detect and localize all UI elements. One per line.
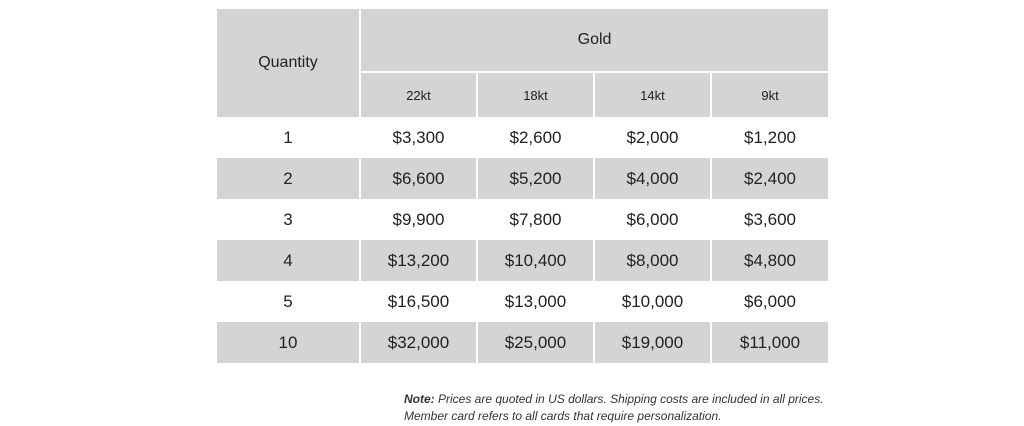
table-row: 2 $6,600 $5,200 $4,000 $2,400 [217,158,829,199]
price-cell-14kt: $4,000 [593,158,711,199]
price-cell-22kt: $16,500 [359,281,477,322]
table-body: 1 $3,300 $2,600 $2,000 $1,200 2 $6,600 $… [217,117,829,363]
price-cell-9kt: $6,000 [709,281,829,322]
table-row: 10 $32,000 $25,000 $19,000 $11,000 [217,322,829,363]
price-cell-9kt: $2,400 [709,158,829,199]
price-cell-14kt: $19,000 [593,322,711,363]
price-cell-14kt: $10,000 [593,281,711,322]
header-row-karats: 22kt 18kt 14kt 9kt [217,72,829,117]
price-cell-22kt: $32,000 [359,322,477,363]
table-row: 5 $16,500 $13,000 $10,000 $6,000 [217,281,829,322]
price-cell-14kt: $2,000 [593,117,711,158]
footnote-line-2: Member card refers to all cards that req… [404,409,722,423]
price-cell-9kt: $3,600 [709,199,829,240]
price-cell-14kt: $8,000 [593,240,711,281]
karat-header-14kt: 14kt [593,72,711,117]
table-row: 4 $13,200 $10,400 $8,000 $4,800 [217,240,829,281]
price-cell-18kt: $13,000 [476,281,594,322]
price-cell-14kt: $6,000 [593,199,711,240]
price-cell-22kt: $6,600 [359,158,477,199]
quantity-cell: 10 [217,322,361,363]
quantity-cell: 5 [217,281,361,322]
footnote-label: Note: [404,392,435,406]
footnote: Note: Prices are quoted in US dollars. S… [404,391,844,425]
table-row: 1 $3,300 $2,600 $2,000 $1,200 [217,117,829,158]
price-cell-18kt: $10,400 [476,240,594,281]
table-row: 3 $9,900 $7,800 $6,000 $3,600 [217,199,829,240]
karat-header-22kt: 22kt [360,72,477,117]
price-cell-18kt: $2,600 [476,117,594,158]
quantity-cell: 2 [217,158,361,199]
footnote-text-1: Prices are quoted in US dollars. Shippin… [434,392,824,406]
price-cell-9kt: $11,000 [709,322,829,363]
price-cell-22kt: $9,900 [359,199,477,240]
quantity-cell: 3 [217,199,361,240]
header-row-group: Quantity Gold [217,9,829,117]
karat-header-9kt: 9kt [709,72,829,117]
karat-header-18kt: 18kt [476,72,594,117]
price-cell-22kt: $3,300 [359,117,477,158]
price-cell-18kt: $5,200 [476,158,594,199]
price-cell-9kt: $1,200 [709,117,829,158]
quantity-column-header: Quantity [217,9,361,117]
footnote-line-1: Note: Prices are quoted in US dollars. S… [404,391,844,408]
quantity-cell: 1 [217,117,361,158]
table-header: Quantity Gold 22kt 18kt 14kt 9kt [217,9,829,117]
price-table: Quantity Gold 22kt 18kt 14kt 9kt 1 $3,30… [217,9,829,363]
price-cell-22kt: $13,200 [359,240,477,281]
gold-group-header: Gold [360,9,829,73]
price-cell-9kt: $4,800 [709,240,829,281]
price-cell-18kt: $7,800 [476,199,594,240]
price-cell-18kt: $25,000 [476,322,594,363]
quantity-cell: 4 [217,240,361,281]
